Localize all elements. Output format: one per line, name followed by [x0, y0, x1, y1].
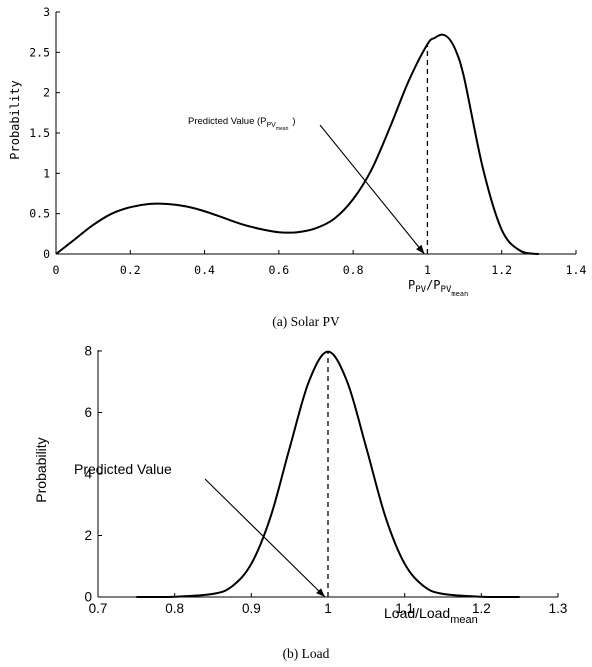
chart-a-x-tick-label: 0.8	[343, 263, 364, 277]
chart-a-x-tick-label: 0.6	[268, 263, 289, 277]
chart-a-y-tick-label: 0.5	[29, 207, 50, 221]
chart-a-series-line	[55, 33, 540, 255]
chart-b: 0.7 0.8 0.9 1 1.1 1.2 1.3 0 2 4 6 8 Predicted Valu…	[33, 344, 567, 661]
chart-a-x-tick-label: 1	[424, 263, 431, 277]
chart-a-y-label: Probability	[8, 80, 22, 159]
chart-a-y-tick-label: 2	[43, 86, 50, 100]
chart-b-x-tick-label: 0.7	[89, 601, 108, 616]
chart-a: 0 0.2 0.4 0.6 0.8 1 1.2 1.4 0 0.5 1 1.5 2 2.5 3 Predi…	[8, 5, 586, 329]
chart-a-y-tick-label: 1	[43, 166, 50, 180]
chart-b-x-tick-label: 1.3	[549, 601, 568, 616]
chart-b-y-tick-label: 0	[84, 590, 92, 605]
chart-a-x-tick-label: 0.2	[120, 263, 141, 277]
chart-a-x-tick-label: 0	[53, 263, 60, 277]
chart-a-caption: (a) Solar PV	[272, 314, 340, 329]
chart-a-y-tick-label: 3	[43, 5, 50, 19]
chart-b-x-label: Load/Loadmean	[384, 605, 478, 626]
chart-b-y-tick-label: 8	[84, 344, 92, 359]
chart-a-y-tick-label: 0	[43, 247, 50, 261]
chart-a-x-tick-label: 0.4	[194, 263, 215, 277]
chart-b-x-tick-label: 1.2	[472, 601, 491, 616]
chart-b-x-tick-label: 0.9	[242, 601, 261, 616]
chart-a-annotation-arrowhead	[416, 244, 425, 254]
chart-b-y-tick-label: 2	[84, 528, 92, 543]
chart-b-x-tick-label: 1	[324, 601, 332, 616]
chart-b-annotation-arrow	[204, 478, 326, 598]
chart-a-x-tick-label: 1.2	[491, 263, 512, 277]
chart-a-x-tick-label: 1.4	[566, 263, 587, 277]
chart-b-caption: (b) Load	[283, 646, 330, 661]
chart-b-y-tick-label: 6	[84, 405, 92, 420]
chart-a-y-tick-label: 1.5	[29, 126, 50, 140]
chart-a-x-label: PPV/PPVmean	[408, 278, 468, 298]
chart-b-x-tick-label: 1.1	[395, 601, 414, 616]
chart-b-x-tick-label: 0.8	[165, 601, 184, 616]
chart-a-annotation: Predicted Value (PPVmean)	[188, 116, 296, 132]
chart-b-annotation: Predicted Value	[74, 461, 172, 477]
chart-b-annotation-arrowhead	[316, 588, 325, 597]
chart-a-y-tick-label: 2.5	[29, 45, 50, 59]
chart-b-y-tick-label: 4	[84, 467, 92, 482]
chart-a-annotation-arrow	[319, 124, 425, 255]
chart-b-y-label: Probability	[33, 437, 49, 502]
chart-b-series-line	[136, 350, 520, 599]
